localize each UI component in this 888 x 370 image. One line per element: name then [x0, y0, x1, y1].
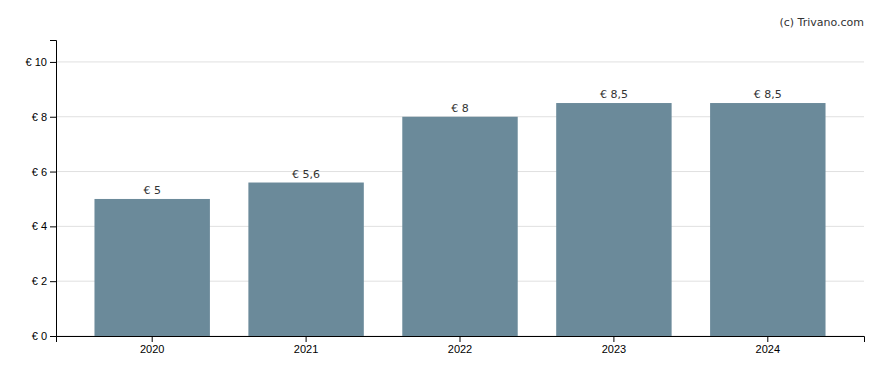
tick-mark	[613, 336, 614, 342]
tick-label: 2020	[140, 343, 164, 355]
tick-mark	[50, 226, 56, 227]
tick: 2023	[602, 336, 626, 355]
bar	[402, 117, 517, 336]
tick-label: € 8	[32, 111, 47, 123]
data-label: € 8,5	[754, 88, 782, 101]
plot: € 0 € 2 € 4 € 6 € 8 € 10 2020 2021 2022 2023 2024 €…	[26, 16, 865, 355]
tick-label: € 2	[32, 275, 47, 287]
axis-line	[57, 337, 865, 343]
tick-mark	[50, 62, 56, 63]
tick: 2022	[448, 336, 472, 355]
tick: € 2	[32, 275, 56, 287]
grid-line	[56, 61, 864, 62]
x-axis: 2020 2021 2022 2023 2024	[57, 336, 865, 355]
tick-mark	[50, 281, 56, 282]
grid	[56, 62, 864, 336]
tick-mark	[152, 336, 153, 342]
tick-mark	[50, 117, 56, 118]
data-label: € 8,5	[600, 88, 628, 101]
tick: 2024	[756, 336, 780, 355]
annotation: (c) Trivano.com	[779, 16, 864, 29]
bars	[94, 103, 825, 336]
tick-label: 2022	[448, 343, 472, 355]
tick-label: € 6	[32, 166, 47, 178]
tick: € 0	[32, 330, 56, 342]
tick-label: 2021	[294, 343, 318, 355]
tick-label: € 0	[32, 330, 47, 342]
data-label: € 5,6	[292, 168, 320, 181]
bar	[248, 183, 363, 336]
tick: € 10	[26, 56, 56, 68]
tick-mark	[460, 336, 461, 342]
axis-line	[50, 41, 57, 337]
tick-label: 2023	[602, 343, 626, 355]
data-labels: € 5 € 5,6 € 8 € 8,5 € 8,5	[143, 88, 781, 197]
tick-mark	[767, 336, 768, 342]
tick: € 4	[32, 220, 56, 232]
bar	[94, 199, 209, 336]
tick-label: € 4	[32, 220, 47, 232]
tick: € 8	[32, 111, 56, 123]
tick: 2020	[140, 336, 164, 355]
tick: € 6	[32, 166, 56, 178]
tick-label: 2024	[756, 343, 780, 355]
data-label: € 5	[143, 184, 161, 197]
tick-mark	[306, 336, 307, 342]
data-label: € 8	[451, 102, 469, 115]
tick-mark	[50, 172, 56, 173]
bar	[556, 103, 671, 336]
chart: € 0 € 2 € 4 € 6 € 8 € 10 2020 2021 2022 2023 2024 €…	[0, 0, 888, 370]
tick-mark	[50, 336, 56, 337]
tick-label: € 10	[26, 56, 47, 68]
y-axis: € 0 € 2 € 4 € 6 € 8 € 10	[26, 41, 57, 343]
bar	[710, 103, 825, 336]
tick: 2021	[294, 336, 318, 355]
